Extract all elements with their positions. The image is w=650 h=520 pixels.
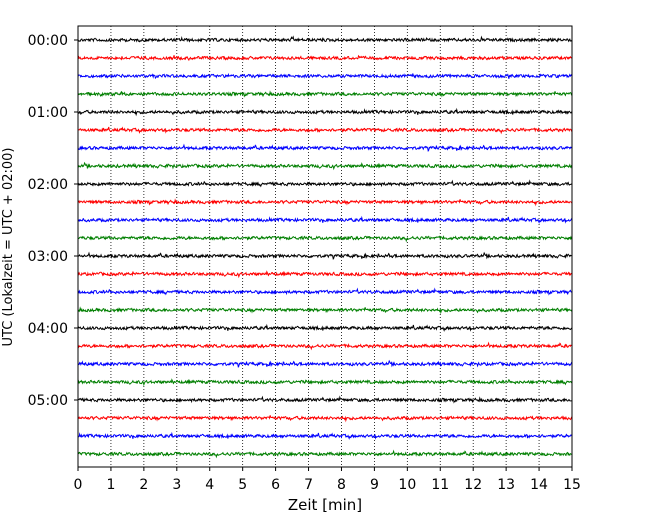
trace-line [77,431,573,440]
y-axis-label: UTC (Lokalzeit = UTC + 02:00) [1,148,16,347]
trace-line [77,341,573,351]
trace-line [77,323,573,332]
x-axis-ticks: 0 1 2 3 4 5 6 7 8 9 10 11 12 13 14 15 [74,467,581,493]
x-tick-label: 2 [139,477,148,493]
x-axis-label: Zeit [min] [288,496,362,514]
x-tick-label: 8 [337,477,346,493]
trace-line [77,143,573,153]
x-tick-label: 14 [530,477,548,493]
trace-line [77,378,573,387]
seismic-traces [77,35,573,459]
trace-line [77,107,573,117]
x-tick-label: 3 [172,477,181,493]
trace-line [77,449,573,459]
x-tick-label: 0 [74,477,83,493]
y-axis-ticks: 00:00 01:00 02:00 03:00 04:00 05:00 [28,33,78,409]
x-tick-label: 1 [106,477,115,493]
trace-line [77,126,573,135]
x-tick-label: 11 [431,477,449,493]
trace-line [77,306,573,315]
plot-frame [77,25,573,468]
x-tick-label: 12 [464,477,482,493]
y-tick-label: 01:00 [28,105,68,121]
trace-line [77,161,573,171]
trace-line [77,287,573,296]
y-tick-label: 03:00 [28,249,68,265]
x-tick-label: 10 [398,477,416,493]
trace-line [77,415,573,423]
x-tick-label: 15 [563,477,581,493]
trace-line [77,235,573,243]
x-tick-label: 6 [271,477,280,493]
x-tick-label: 5 [238,477,247,493]
x-tick-label: 7 [304,477,313,493]
trace-line [77,35,573,43]
y-tick-label: 05:00 [28,393,68,409]
trace-line [77,179,573,188]
trace-line [77,54,573,62]
trace-line [77,72,573,80]
trace-line [77,359,573,369]
trace-line [77,198,573,207]
trace-line [77,90,573,98]
trace-line [77,215,573,224]
y-tick-label: 00:00 [28,33,68,49]
x-tick-label: 4 [205,477,214,493]
trace-line [77,395,573,404]
x-tick-label: 13 [497,477,515,493]
trace-line [77,270,573,279]
y-tick-label: 02:00 [28,177,68,193]
y-tick-label: 04:00 [28,321,68,337]
trace-line [77,251,573,261]
x-tick-label: 9 [370,477,379,493]
